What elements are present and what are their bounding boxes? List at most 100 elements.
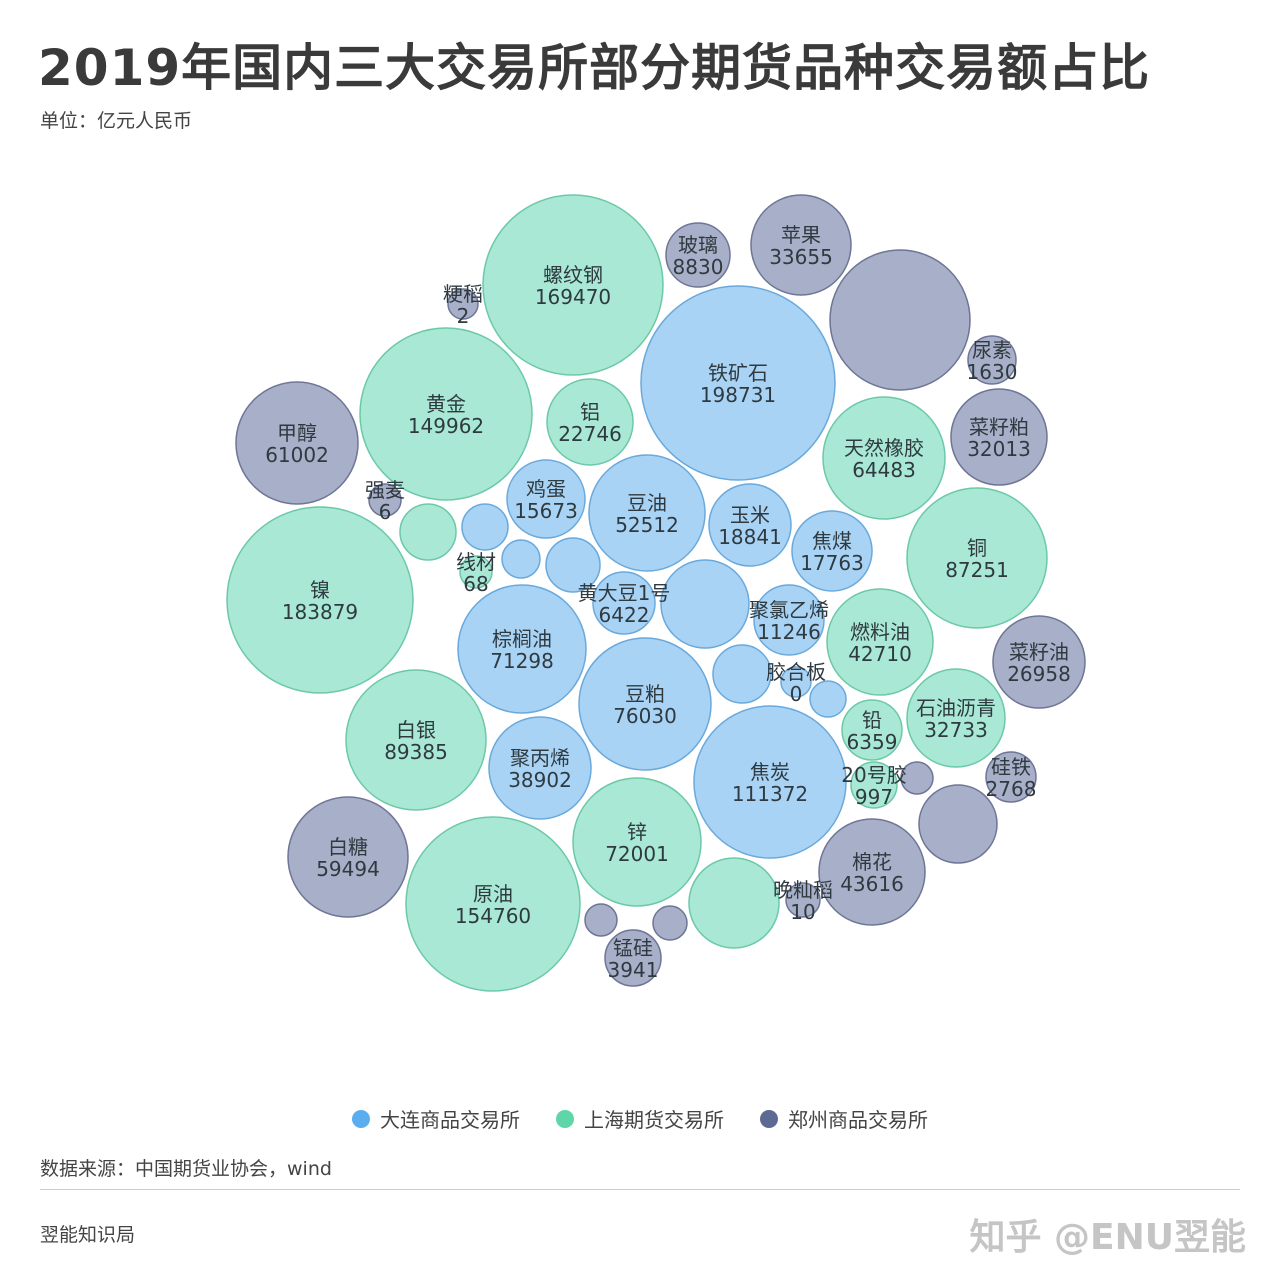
bubble-name-label: 焦煤 xyxy=(812,529,852,553)
bubble[interactable] xyxy=(753,584,825,656)
legend-item-shfe[interactable]: 上海期货交易所 xyxy=(556,1104,724,1133)
bubble[interactable] xyxy=(345,669,487,811)
bubble[interactable] xyxy=(750,194,852,296)
bubble-name-label: 苹果 xyxy=(781,223,821,247)
legend: 大连商品交易所 上海期货交易所 郑州商品交易所 xyxy=(0,1104,1280,1133)
bubble[interactable] xyxy=(287,796,409,918)
bubble[interactable] xyxy=(791,510,873,592)
bubble[interactable] xyxy=(604,929,662,987)
bubble[interactable] xyxy=(506,459,586,539)
bubble-name-label: 粳稻 xyxy=(443,282,483,306)
bubble-name-label: 焦炭 xyxy=(750,760,790,784)
bubble[interactable] xyxy=(588,454,706,572)
bubble-name-label: 锰硅 xyxy=(613,936,653,960)
bubble[interactable] xyxy=(693,705,847,859)
bubble[interactable] xyxy=(906,487,1048,629)
legend-item-dce[interactable]: 大连商品交易所 xyxy=(352,1104,520,1133)
bubble-unlabeled[interactable] xyxy=(652,905,688,941)
bubble[interactable] xyxy=(546,378,634,466)
bubble-value-label: 6359 xyxy=(847,730,898,754)
bubble-name-label: 燃料油 xyxy=(850,620,910,644)
legend-label: 郑州商品交易所 xyxy=(788,1108,928,1132)
legend-item-zce[interactable]: 郑州商品交易所 xyxy=(760,1104,928,1133)
bubble[interactable] xyxy=(826,588,934,696)
bubble-name-label: 尿素 xyxy=(972,338,1012,362)
bubble-unlabeled[interactable] xyxy=(501,539,541,579)
bubble-value-label: 17763 xyxy=(800,551,864,575)
bubble-value-label: 6422 xyxy=(599,603,650,627)
bubble-name-label: 黄大豆1号 xyxy=(578,581,671,605)
bubble[interactable] xyxy=(235,381,359,505)
bubble-value-label: 52512 xyxy=(615,513,679,537)
bubble-unlabeled[interactable] xyxy=(461,503,509,551)
bubble[interactable] xyxy=(640,285,836,481)
bubble-name-label: 镍 xyxy=(310,578,330,602)
bubble-value-label: 61002 xyxy=(265,443,329,467)
bubble-value-label: 198731 xyxy=(700,383,776,407)
bubble-name-label: 聚丙烯 xyxy=(510,746,570,770)
bubble[interactable] xyxy=(967,335,1017,385)
bubble[interactable] xyxy=(447,288,479,320)
bubble-value-label: 997 xyxy=(855,785,893,809)
bubble-name-label: 豆粕 xyxy=(625,682,665,706)
bubble[interactable] xyxy=(488,716,592,820)
bubble-value-label: 6 xyxy=(379,500,392,524)
bubble-name-label: 菜籽粕 xyxy=(969,415,1029,439)
bubble-value-label: 76030 xyxy=(613,704,677,728)
bubble-name-label: 铅 xyxy=(862,708,882,732)
bubble-name-label: 锌 xyxy=(627,820,647,844)
bubble-value-label: 15673 xyxy=(514,499,578,523)
bubble-unlabeled[interactable] xyxy=(900,761,934,795)
bubble[interactable] xyxy=(665,222,731,288)
bubble-value-label: 3941 xyxy=(608,958,659,982)
bubble-name-label: 棕榈油 xyxy=(492,627,552,651)
bubble[interactable] xyxy=(482,194,664,376)
bubble-unlabeled[interactable] xyxy=(829,249,971,391)
bubble[interactable] xyxy=(780,666,812,698)
bubble-value-label: 42710 xyxy=(848,642,912,666)
bubble-name-label: 20号胶 xyxy=(841,763,906,787)
bubble[interactable] xyxy=(592,571,656,635)
bubble[interactable] xyxy=(850,761,898,809)
bubble-value-label: 18841 xyxy=(718,525,782,549)
bubble[interactable] xyxy=(459,555,493,589)
bubble-unlabeled[interactable] xyxy=(660,559,750,649)
bubble-value-label: 149962 xyxy=(408,414,484,438)
bubble-value-label: 11246 xyxy=(757,620,821,644)
data-source: 数据来源：中国期货业协会，wind xyxy=(40,1158,332,1180)
bubble[interactable] xyxy=(708,483,792,567)
bubble-name-label: 天然橡胶 xyxy=(844,436,924,460)
bubble-unlabeled[interactable] xyxy=(918,784,998,864)
bubble[interactable] xyxy=(368,483,402,517)
bubble-name-label: 铝 xyxy=(580,400,600,424)
bubble-value-label: 68 xyxy=(463,572,488,596)
bubble-unlabeled[interactable] xyxy=(712,644,772,704)
bubble-unlabeled[interactable] xyxy=(809,680,847,718)
bubble[interactable] xyxy=(785,882,821,918)
brand-name: 翌能知识局 xyxy=(40,1224,136,1246)
bubble-name-label: 玉米 xyxy=(730,503,770,527)
bubble-unlabeled[interactable] xyxy=(688,857,780,949)
bubble-name-label: 棉花 xyxy=(852,850,892,874)
bubble-unlabeled[interactable] xyxy=(545,537,601,593)
divider xyxy=(40,1189,1240,1190)
bubble-value-label: 32013 xyxy=(967,437,1031,461)
bubble-value-label: 33655 xyxy=(769,245,833,269)
bubble[interactable] xyxy=(359,327,533,501)
bubble[interactable] xyxy=(578,637,712,771)
bubble[interactable] xyxy=(226,506,414,694)
bubble-unlabeled[interactable] xyxy=(584,903,618,937)
bubble-unlabeled[interactable] xyxy=(399,503,457,561)
bubble[interactable] xyxy=(818,818,926,926)
bubble[interactable] xyxy=(950,388,1048,486)
bubble[interactable] xyxy=(822,396,946,520)
bubble[interactable] xyxy=(405,816,581,992)
bubble[interactable] xyxy=(906,668,1006,768)
bubble[interactable] xyxy=(572,777,702,907)
bubble[interactable] xyxy=(841,699,903,761)
bubble-name-label: 甲醇 xyxy=(277,421,317,445)
bubble[interactable] xyxy=(985,751,1037,803)
bubble[interactable] xyxy=(992,615,1086,709)
bubble[interactable] xyxy=(457,584,587,714)
